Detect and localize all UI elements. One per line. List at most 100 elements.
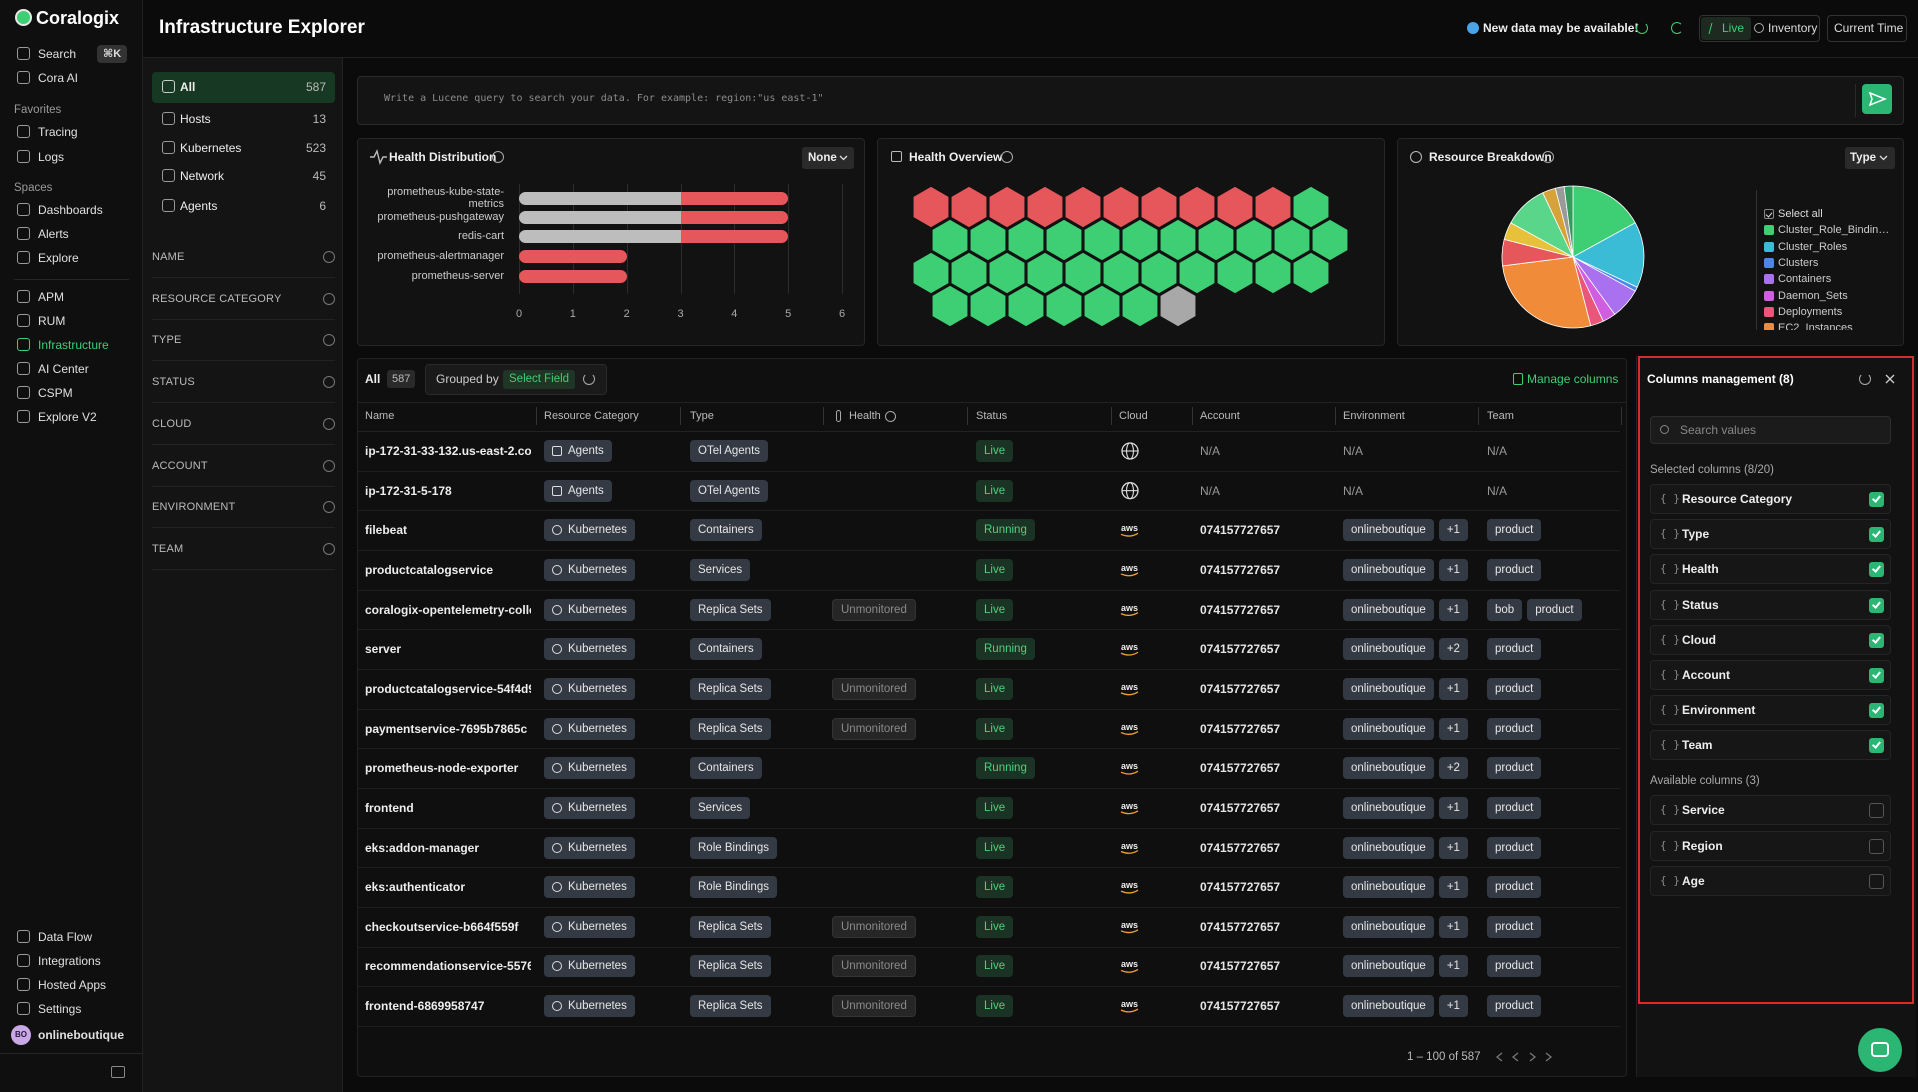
send-button[interactable]: [1862, 84, 1892, 114]
nav-item[interactable]: Explore V2: [38, 407, 97, 427]
chip-group: product: [1487, 837, 1541, 859]
status-chip: Live: [976, 599, 1013, 621]
checkbox[interactable]: [1869, 738, 1884, 753]
checkbox[interactable]: [1869, 633, 1884, 648]
checkbox[interactable]: [1869, 874, 1884, 889]
filter-label[interactable]: NAME: [152, 247, 185, 267]
reset-icon[interactable]: [583, 373, 595, 385]
cell-name[interactable]: eks:authenticator: [365, 877, 531, 897]
refresh-icon[interactable]: [1636, 22, 1648, 34]
cell-name[interactable]: productcatalogservice: [365, 560, 531, 580]
manage-columns[interactable]: Manage columns: [1527, 369, 1618, 389]
column-header[interactable]: Name: [365, 406, 394, 426]
nav-item[interactable]: Alerts: [38, 224, 69, 244]
icon: [162, 141, 175, 154]
cell-name[interactable]: ip-172-31-5-178: [365, 481, 531, 501]
sync-icon[interactable]: [1671, 22, 1683, 34]
nav-item[interactable]: Tracing: [38, 122, 78, 142]
category-count: 6: [319, 196, 326, 216]
bar: [519, 230, 681, 243]
cell-name[interactable]: eks:addon-manager: [365, 838, 531, 858]
column-header[interactable]: Health: [849, 406, 881, 426]
cell-name[interactable]: frontend-6869958747: [365, 996, 531, 1016]
reset-icon[interactable]: [1859, 373, 1871, 385]
checkbox[interactable]: [1869, 527, 1884, 542]
category-label[interactable]: Kubernetes: [180, 138, 241, 158]
chip-group: product: [1487, 678, 1541, 700]
cell-name[interactable]: coralogix-opentelemetry-collector-8: [365, 600, 531, 620]
cell-name[interactable]: filebeat: [365, 520, 531, 540]
dropdown-label[interactable]: None: [808, 148, 837, 168]
filter-label[interactable]: STATUS: [152, 372, 195, 392]
checkbox[interactable]: [1869, 668, 1884, 683]
nav-item[interactable]: Hosted Apps: [38, 975, 106, 995]
x-tick-label: 0: [516, 304, 522, 324]
row-border: [358, 947, 1620, 948]
nav-item[interactable]: Settings: [38, 999, 81, 1019]
nav-item[interactable]: Data Flow: [38, 927, 92, 947]
nav-item[interactable]: RUM: [38, 311, 65, 331]
nav-item[interactable]: APM: [38, 287, 64, 307]
cell-name[interactable]: productcatalogservice-54f4d94f94: [365, 679, 531, 699]
category-count: 587: [306, 77, 326, 97]
checkbox[interactable]: [1869, 803, 1884, 818]
team-chip: product: [1487, 519, 1541, 541]
filter-label[interactable]: ACCOUNT: [152, 456, 208, 476]
nav-item[interactable]: Search: [38, 44, 76, 64]
icon: [17, 314, 30, 327]
filter-label[interactable]: RESOURCE CATEGORY: [152, 289, 282, 309]
divider: [14, 279, 129, 280]
cell-name[interactable]: checkoutservice-b664f559f: [365, 917, 531, 937]
nav-item[interactable]: CSPM: [38, 383, 73, 403]
column-divider: [536, 407, 537, 425]
dropdown-label[interactable]: Type: [1850, 148, 1876, 168]
filter-label[interactable]: TYPE: [152, 330, 182, 350]
category-label[interactable]: All: [180, 77, 195, 97]
cell-name[interactable]: prometheus-node-exporter: [365, 758, 531, 778]
nav-item[interactable]: AI Center: [38, 359, 89, 379]
health-chip: Unmonitored: [832, 599, 916, 621]
collapse-icon[interactable]: [111, 1066, 125, 1078]
filter-label[interactable]: CLOUD: [152, 414, 192, 434]
column-header[interactable]: Environment: [1343, 406, 1405, 426]
category-label[interactable]: Hosts: [180, 109, 211, 129]
current-time[interactable]: Current Time: [1834, 18, 1903, 38]
column-header[interactable]: Team: [1487, 406, 1514, 426]
legend-label[interactable]: EC2_Instances: [1778, 318, 1853, 330]
cell-name[interactable]: frontend: [365, 798, 531, 818]
nav-item[interactable]: Cora AI: [38, 68, 78, 88]
inventory[interactable]: Inventory: [1768, 18, 1817, 38]
column-header[interactable]: Resource Category: [544, 406, 639, 426]
cell-name[interactable]: ip-172-31-33-132.us-east-2.compu: [365, 441, 531, 461]
column-header[interactable]: Account: [1200, 406, 1240, 426]
nav-item[interactable]: Infrastructure: [38, 335, 109, 355]
type-chip: Role Bindings: [690, 837, 777, 859]
select-field[interactable]: Select Field: [503, 370, 575, 389]
cell-name[interactable]: server: [365, 639, 531, 659]
column-header[interactable]: Status: [976, 406, 1007, 426]
checkbox[interactable]: [1869, 839, 1884, 854]
legend-swatch: [1764, 225, 1774, 235]
user-name[interactable]: onlineboutique: [38, 1025, 124, 1045]
live[interactable]: Live: [1722, 18, 1744, 38]
filter-divider: [152, 569, 335, 570]
category-label[interactable]: Agents: [180, 196, 217, 216]
nav-item[interactable]: Dashboards: [38, 200, 103, 220]
chip-group: Replica Sets: [690, 718, 771, 740]
cell-name[interactable]: recommendationservice-5576d668: [365, 956, 531, 976]
cell-team: N/A: [1487, 441, 1507, 461]
checkbox[interactable]: [1869, 703, 1884, 718]
column-header[interactable]: Type: [690, 406, 714, 426]
nav-item[interactable]: Logs: [38, 147, 64, 167]
category-label[interactable]: Network: [180, 166, 224, 186]
checkbox[interactable]: [1869, 598, 1884, 613]
nav-item[interactable]: Explore: [38, 248, 79, 268]
checkbox[interactable]: [1869, 562, 1884, 577]
checkbox[interactable]: [1869, 492, 1884, 507]
nav-item[interactable]: Integrations: [38, 951, 101, 971]
cell-name[interactable]: paymentservice-7695b7865c: [365, 719, 531, 739]
filter-label[interactable]: ENVIRONMENT: [152, 497, 235, 517]
filter-label[interactable]: TEAM: [152, 539, 183, 559]
column-header[interactable]: Cloud: [1119, 406, 1148, 426]
column-divider: [1192, 407, 1193, 425]
